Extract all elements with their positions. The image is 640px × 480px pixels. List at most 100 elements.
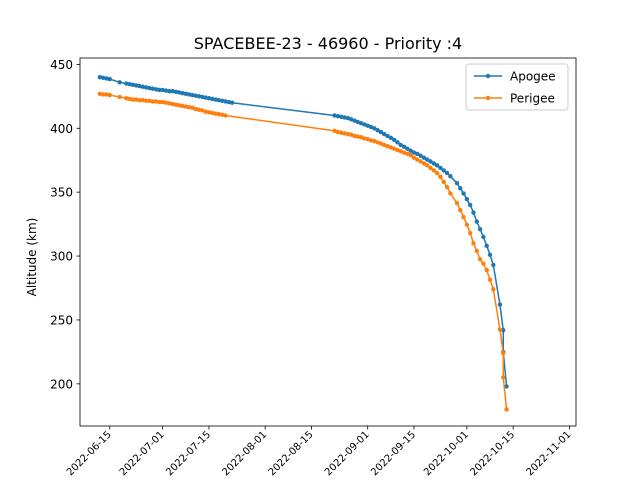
data-point (501, 327, 506, 333)
data-point (481, 261, 486, 266)
data-point (332, 128, 337, 134)
data-point (186, 92, 192, 97)
data-point (375, 127, 380, 133)
data-point (431, 161, 437, 166)
data-point (147, 98, 152, 104)
data-point (474, 219, 479, 224)
data-point (177, 103, 182, 108)
data-point (418, 153, 423, 158)
data-point (210, 96, 215, 102)
data-point (190, 105, 195, 111)
data-point (150, 99, 155, 104)
data-point (368, 138, 374, 143)
data-point (219, 112, 225, 118)
data-point (104, 76, 109, 81)
data-point (358, 120, 364, 126)
data-point (163, 88, 169, 93)
data-point (173, 102, 179, 107)
data-point (487, 252, 493, 257)
data-point (143, 85, 149, 90)
data-point (372, 126, 377, 131)
legend-label-perigee: Perigee (510, 92, 555, 106)
data-point (107, 76, 112, 82)
data-point (352, 118, 357, 123)
data-point (458, 186, 463, 191)
data-point (477, 227, 483, 232)
data-point (405, 151, 410, 157)
legend: Apogee Perigee (465, 63, 569, 111)
data-point (206, 96, 212, 101)
data-point (431, 168, 437, 173)
data-point (484, 243, 489, 249)
data-point (157, 99, 162, 105)
data-point (107, 92, 112, 98)
data-point (134, 97, 139, 102)
data-point (378, 129, 384, 135)
data-point (368, 124, 374, 130)
data-point (375, 140, 380, 145)
chart-title: SPACEBEE-23 - 46960 - Priority :4 (194, 34, 462, 53)
data-point (137, 83, 142, 89)
data-point (153, 87, 159, 92)
data-point (434, 163, 440, 168)
data-point (173, 89, 179, 95)
data-point (411, 155, 417, 160)
data-point (124, 96, 129, 101)
data-point (454, 181, 460, 186)
data-point (467, 230, 473, 236)
data-point (200, 94, 205, 100)
data-point (401, 144, 407, 150)
data-point (428, 165, 433, 171)
data-point (454, 200, 460, 206)
y-tick-label: 250 (50, 313, 73, 327)
data-point (127, 96, 132, 102)
data-point (130, 97, 136, 102)
data-point (415, 157, 420, 162)
data-point (401, 150, 407, 155)
data-point (124, 81, 129, 86)
data-point (140, 84, 146, 89)
data-point (196, 107, 202, 112)
data-point (223, 99, 228, 104)
data-point (348, 117, 354, 122)
data-point (385, 143, 390, 149)
data-point (213, 111, 218, 116)
data-point (434, 170, 440, 176)
data-point (193, 93, 198, 98)
data-point (425, 163, 430, 168)
data-point (167, 101, 172, 106)
data-point (411, 150, 417, 155)
data-point (226, 99, 231, 105)
data-point (229, 100, 235, 105)
data-point (358, 135, 364, 140)
data-point (216, 97, 222, 103)
data-point (345, 131, 351, 137)
data-point (345, 115, 351, 121)
data-point (352, 133, 357, 139)
data-point (487, 277, 493, 282)
data-point (137, 97, 142, 103)
data-point (372, 138, 377, 144)
data-point (147, 85, 152, 91)
data-point (210, 110, 215, 116)
data-point (408, 152, 413, 158)
data-point (180, 103, 185, 109)
data-point (150, 86, 155, 91)
data-point (203, 109, 208, 114)
data-point (382, 131, 387, 137)
data-point (134, 83, 139, 88)
data-point (382, 142, 387, 148)
data-point (355, 119, 360, 125)
data-point (471, 210, 476, 215)
data-point (395, 140, 400, 145)
data-point (388, 145, 394, 150)
data-point (342, 131, 347, 136)
data-point (183, 91, 189, 96)
y-axis-label: Altitude (km) (25, 218, 39, 297)
series-layer (97, 74, 509, 412)
data-point (458, 207, 463, 213)
data-point (180, 90, 185, 96)
data-point (388, 135, 394, 141)
data-point (497, 327, 503, 332)
data-point (385, 133, 390, 139)
